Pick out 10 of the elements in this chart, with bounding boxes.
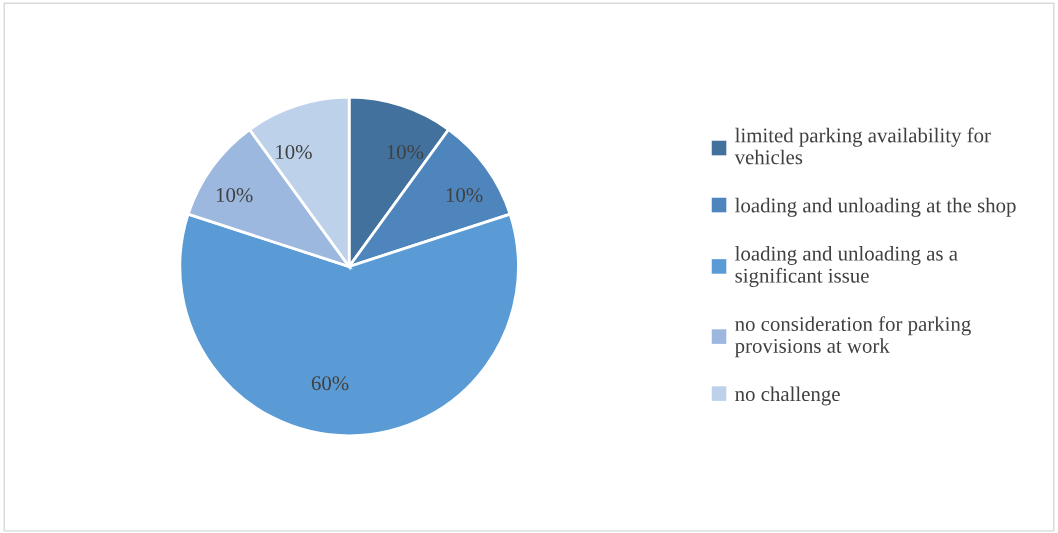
legend-label: no consideration for parking provisions at work (734, 316, 971, 358)
data-label: 60% (311, 376, 349, 391)
legend-label: limited parking availability for vehicles (734, 127, 991, 165)
legend-label: no challenge (735, 386, 840, 406)
data-label: 10% (387, 144, 424, 160)
data-label: 10% (276, 144, 312, 160)
legend-label: loading and unloading as a significant issue (735, 245, 958, 288)
legend-label: loading and unloading at the shop (735, 197, 1016, 217)
data-label: 10% (446, 188, 483, 203)
data-label: 10% (216, 188, 253, 203)
